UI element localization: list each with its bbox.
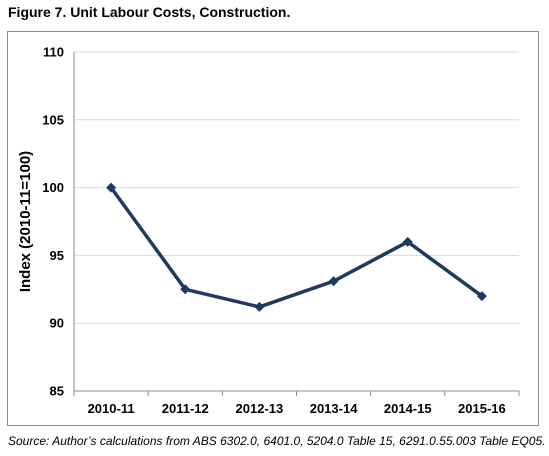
x-tick-label: 2013-14 [310,401,358,416]
series-line [109,186,483,309]
x-tick-label: 2010-11 [88,401,135,416]
y-axis-title: Index (2010-11=100) [17,151,34,292]
y-tick-label: 100 [42,180,64,195]
y-tick-labels: 85 90 95 100 105 110 [42,45,64,399]
chart-frame [7,31,539,426]
axes [73,52,520,396]
x-tick-label: 2011-12 [162,401,209,416]
y-tick-label: 110 [43,45,64,60]
data-point-marker [254,301,265,312]
data-point-marker [476,291,487,302]
data-point-marker [328,276,339,287]
y-tick-label: 85 [50,384,64,399]
figure-title: Figure 7. Unit Labour Costs, Constructio… [8,4,291,20]
data-point-marker [180,284,191,295]
y-tick-label: 90 [50,316,64,331]
data-point-marker [106,182,117,193]
gridlines [74,51,519,324]
source-note: Source: Author’s calculations from ABS 6… [8,434,546,448]
data-point-marker [402,236,413,247]
x-tick-label: 2012-13 [236,401,284,416]
x-tick-label: 2015-16 [458,401,506,416]
series [106,182,487,312]
x-tick-label: 2014-15 [384,401,432,416]
y-tick-label: 105 [42,112,64,127]
y-tick-label: 95 [50,248,64,263]
x-tick-labels: 2010-11 2011-12 2012-13 2013-14 2014-15 2015-… [88,401,506,416]
